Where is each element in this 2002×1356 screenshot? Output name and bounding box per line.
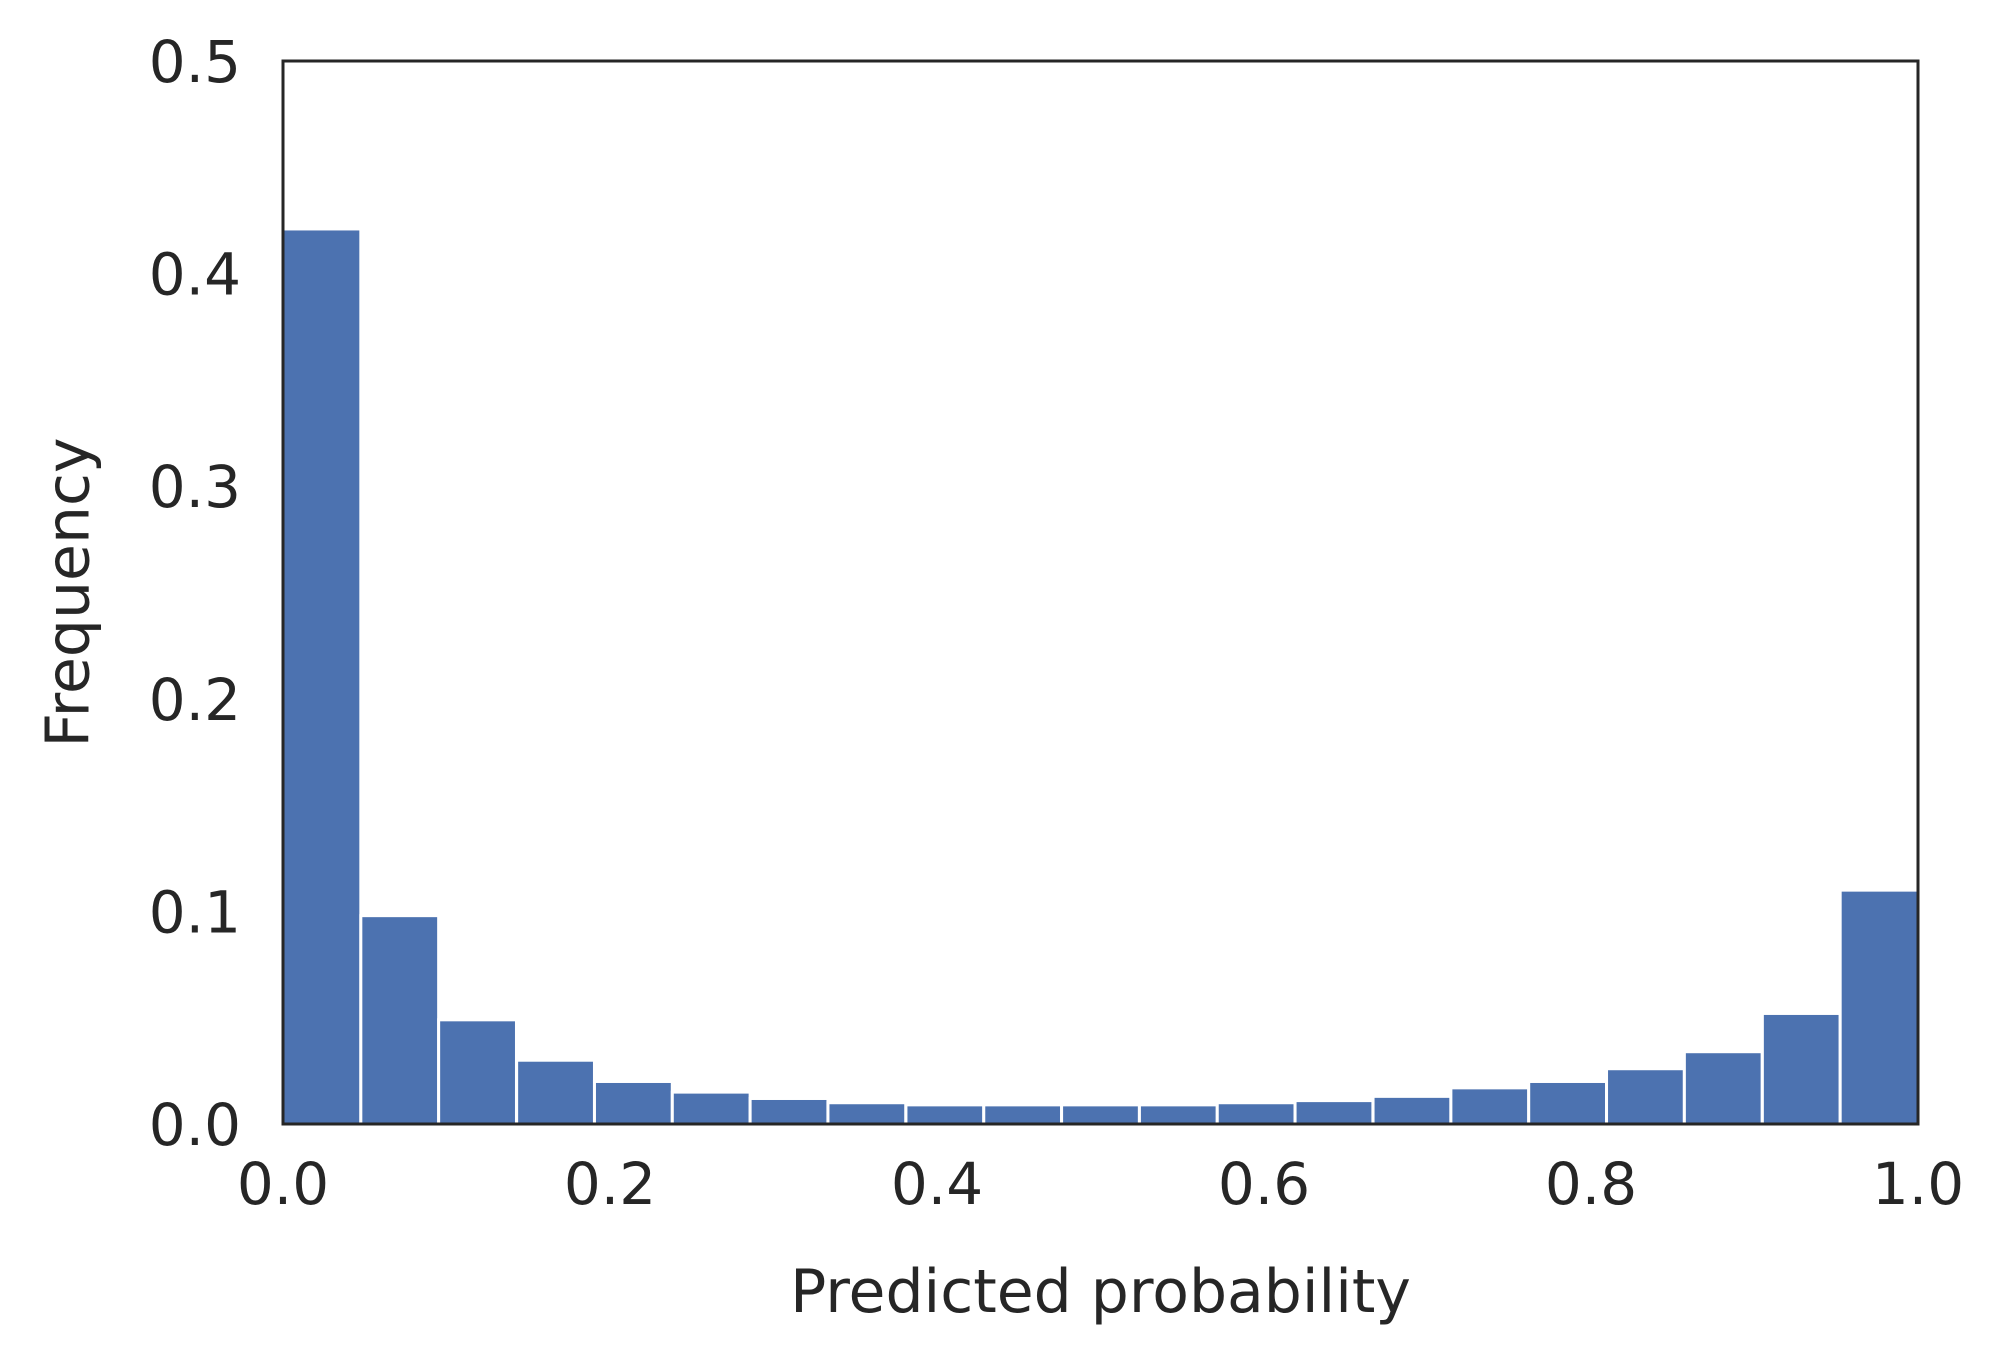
x-tick-label: 0.0 xyxy=(237,1150,329,1218)
histogram-bar xyxy=(1293,1099,1375,1126)
histogram-bar xyxy=(1838,888,1920,1126)
y-tick-label: 0.0 xyxy=(149,1091,241,1159)
histogram-bar xyxy=(437,1018,518,1126)
y-tick-label: 0.5 xyxy=(149,28,241,96)
histogram-bar xyxy=(359,914,441,1126)
bars-group xyxy=(281,227,1920,1126)
y-tick-label: 0.2 xyxy=(149,666,241,734)
y-tick-label: 0.4 xyxy=(149,241,241,309)
histogram-bar xyxy=(1760,1011,1842,1126)
histogram-bar xyxy=(1371,1094,1453,1126)
x-tick-labels: 0.0 0.2 0.4 0.6 0.8 1.0 xyxy=(237,1150,1964,1218)
histogram-bar xyxy=(592,1079,674,1126)
histogram-bar xyxy=(1137,1103,1219,1126)
histogram-bar xyxy=(670,1090,752,1126)
x-tick-label: 0.8 xyxy=(1545,1150,1637,1218)
histogram-bar xyxy=(281,227,363,1126)
histogram-bar xyxy=(748,1096,830,1126)
x-tick-label: 0.2 xyxy=(564,1150,656,1218)
x-tick-label: 0.4 xyxy=(891,1150,983,1218)
histogram-bar xyxy=(904,1103,986,1126)
histogram-bar xyxy=(1527,1079,1609,1126)
y-tick-label: 0.3 xyxy=(149,453,241,521)
histogram-bar xyxy=(826,1101,908,1126)
histogram-bar xyxy=(982,1103,1064,1126)
histogram-bar xyxy=(1215,1101,1297,1126)
histogram-bar xyxy=(1060,1103,1141,1126)
x-tick-label: 1.0 xyxy=(1872,1150,1964,1218)
histogram-bar xyxy=(1449,1086,1531,1126)
x-tick-label: 0.6 xyxy=(1218,1150,1310,1218)
histogram-bar xyxy=(1682,1050,1764,1126)
y-tick-labels: 0.0 0.1 0.2 0.3 0.4 0.5 xyxy=(149,28,241,1159)
x-axis-label: Predicted probability xyxy=(790,1257,1411,1327)
histogram-bar xyxy=(1605,1067,1686,1126)
y-axis-label: Frequency xyxy=(34,438,104,748)
histogram-bar xyxy=(515,1058,596,1126)
plot-frame xyxy=(281,59,1920,1126)
y-tick-label: 0.1 xyxy=(149,878,241,946)
